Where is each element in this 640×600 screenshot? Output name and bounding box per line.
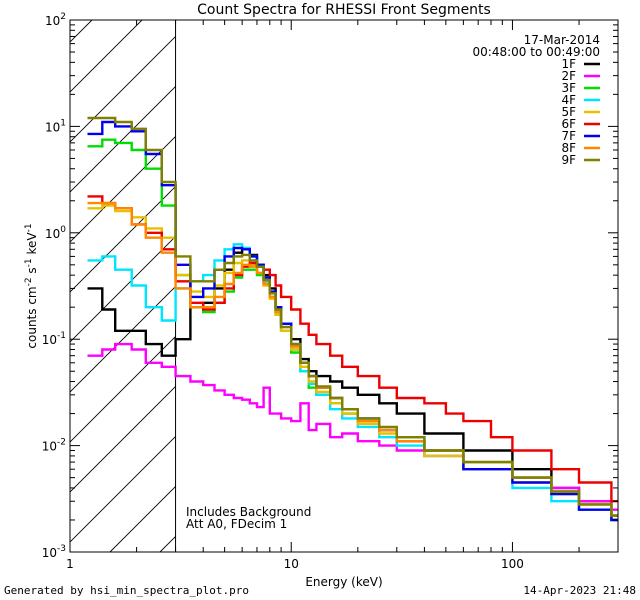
footer-generated-by: Generated by hsi_min_spectra_plot.pro (4, 584, 249, 597)
legend-label-5F: 5F (561, 105, 576, 119)
series-line-2F (87, 342, 618, 511)
series-line-3F (87, 138, 618, 522)
x-axis-label: Energy (keV) (305, 575, 382, 589)
axis-ticks (69, 20, 619, 553)
plot-frame (69, 19, 619, 553)
legend-label-7F: 7F (561, 129, 576, 143)
legend-label-6F: 6F (561, 117, 576, 131)
y-axis-label: counts cm-2 s-1 keV-1 (24, 223, 39, 348)
axis-tick-labels: 1 10 100 102 101 100 10-1 10-2 10-3 (42, 12, 524, 571)
x-tick-label: 10 (284, 557, 299, 571)
legend-label-9F: 9F (561, 153, 576, 167)
series-layer (87, 116, 618, 522)
y-tick-label: 101 (45, 118, 66, 134)
annotation-background: Includes Background (186, 505, 311, 519)
legend-date: 17-Mar-2014 (524, 33, 600, 47)
chart-title: Count Spectra for RHESSI Front Segments (197, 2, 491, 18)
annotation-attenuator: Att A0, FDecim 1 (186, 517, 287, 531)
legend-time-range: 00:48:00 to 00:49:00 (473, 45, 600, 59)
legend-label-4F: 4F (561, 93, 576, 107)
series-line-1F (87, 248, 618, 517)
x-tick-label: 100 (501, 557, 524, 571)
legend-label-3F: 3F (561, 81, 576, 95)
series-line-6F (87, 195, 618, 503)
series-line-9F (87, 116, 618, 517)
y-tick-label: 10-1 (42, 331, 66, 347)
y-tick-label: 10-3 (42, 544, 66, 560)
y-tick-label: 10-2 (42, 438, 66, 454)
x-tick-label: 1 (66, 557, 74, 571)
footer-timestamp: 14-Apr-2023 21:48 (523, 584, 636, 597)
y-tick-label: 102 (45, 12, 66, 28)
y-tick-label: 100 (45, 225, 66, 241)
hatched-region (70, 20, 177, 552)
legend-label-2F: 2F (561, 69, 576, 83)
legend-label-1F: 1F (561, 57, 576, 71)
legend-label-8F: 8F (561, 141, 576, 155)
